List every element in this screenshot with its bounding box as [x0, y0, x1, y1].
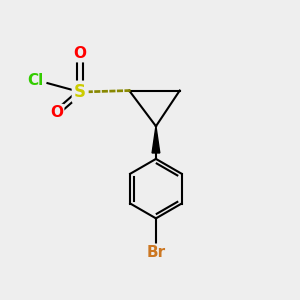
- Text: O: O: [50, 105, 63, 120]
- Polygon shape: [152, 126, 160, 153]
- Text: S: S: [74, 83, 86, 101]
- Text: O: O: [74, 46, 87, 61]
- Text: Br: Br: [146, 245, 166, 260]
- Text: Cl: Cl: [27, 73, 44, 88]
